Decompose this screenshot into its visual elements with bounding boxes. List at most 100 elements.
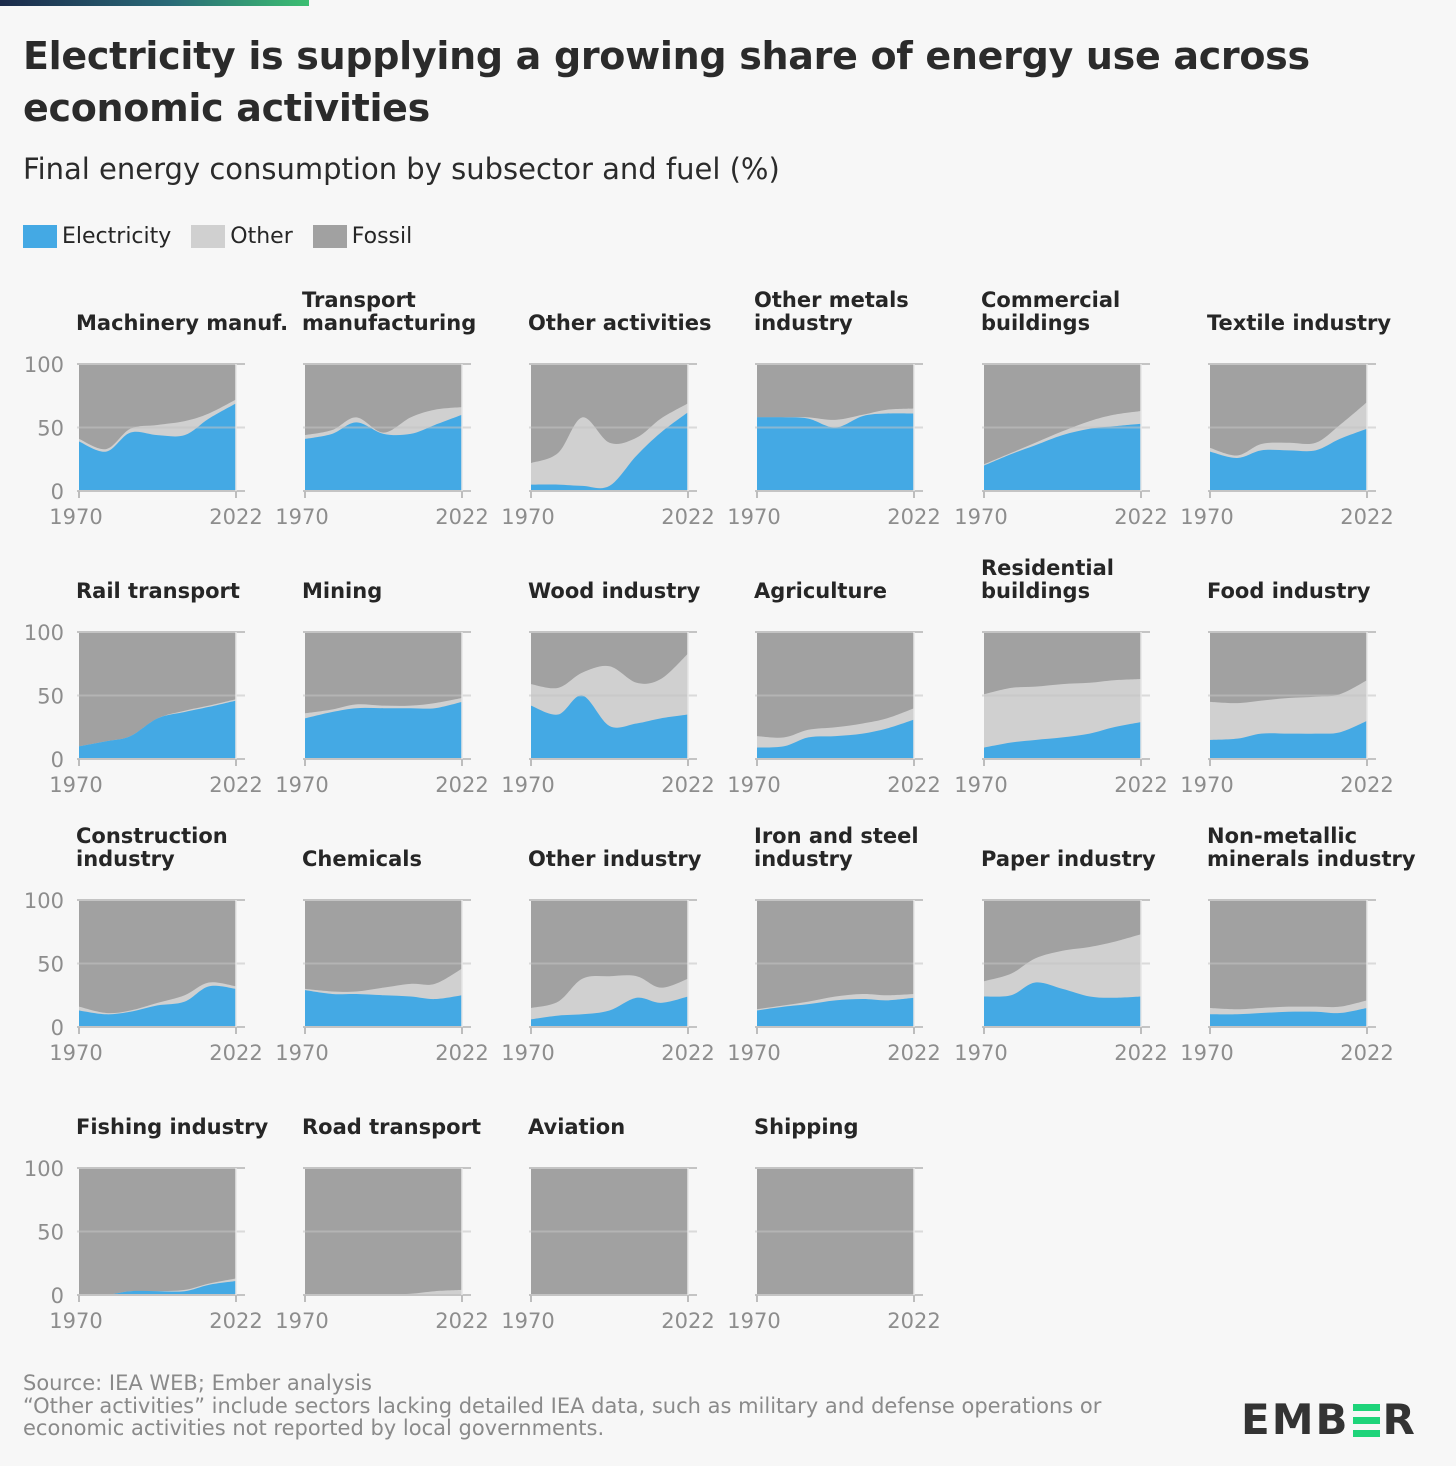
area-other <box>305 1289 462 1296</box>
area-electricity <box>79 985 236 1027</box>
source-text: Source: IEA WEB; Ember analysis <box>23 1371 372 1395</box>
panel-title: Construction <box>76 824 228 848</box>
panel-title: Wood industry <box>528 579 701 603</box>
area-electricity <box>1210 720 1367 759</box>
panel-title: Agriculture <box>754 579 887 603</box>
logo-accent-e <box>1352 1404 1380 1437</box>
x-tick-label: 2022 <box>209 1309 262 1333</box>
panel-title: Residential <box>981 556 1114 580</box>
y-tick-label: 50 <box>37 417 64 441</box>
x-tick-label: 2022 <box>435 1041 488 1065</box>
x-tick-label: 1970 <box>501 1041 554 1065</box>
x-tick-label: 1970 <box>954 773 1007 797</box>
panel: Rail transport 1970 2022 0 50 100 <box>24 579 263 797</box>
legend-item-other: Other <box>191 224 293 249</box>
panel-title: Chemicals <box>302 847 422 871</box>
chart-subtitle: Final energy consumption by subsector an… <box>23 152 780 186</box>
panel-title: Iron and steel <box>754 824 919 848</box>
y-tick-label: 100 <box>24 889 64 913</box>
y-tick-label: 100 <box>24 353 64 377</box>
x-tick-label: 1970 <box>49 1041 102 1065</box>
x-tick-label: 1970 <box>501 505 554 529</box>
x-tick-label: 2022 <box>661 1309 714 1333</box>
y-tick-label: 0 <box>51 480 64 504</box>
y-tick-label: 50 <box>37 953 64 977</box>
x-tick-label: 2022 <box>887 505 940 529</box>
x-tick-label: 2022 <box>209 1041 262 1065</box>
panel: Food industry 1970 2022 <box>1180 579 1393 797</box>
legend-swatch-other <box>191 225 226 248</box>
panel-title: Transport <box>302 288 416 312</box>
x-tick-label: 1970 <box>954 1041 1007 1065</box>
logo-text-left: EMB <box>1241 1395 1350 1444</box>
y-tick-label: 0 <box>51 1016 64 1040</box>
legend-label-fossil: Fossil <box>351 224 413 249</box>
panel-title: Other activities <box>528 311 711 335</box>
y-tick-label: 100 <box>24 1157 64 1181</box>
y-tick-label: 0 <box>51 1284 64 1308</box>
panel: Other activities 1970 2022 <box>501 311 714 529</box>
chart-title: Electricity is supplying a growing share… <box>23 34 1310 130</box>
panel-title: Machinery manuf. <box>76 311 288 335</box>
x-tick-label: 1970 <box>49 773 102 797</box>
x-tick-label: 2022 <box>435 1309 488 1333</box>
area-electricity <box>757 997 914 1027</box>
legend-swatch-fossil <box>312 225 347 248</box>
panel-title: industry <box>754 311 853 335</box>
x-tick-label: 2022 <box>661 505 714 529</box>
x-tick-label: 1970 <box>954 505 1007 529</box>
area-electricity <box>1210 428 1367 491</box>
legend-label-other: Other <box>230 224 293 249</box>
x-tick-label: 1970 <box>501 773 554 797</box>
x-tick-label: 2022 <box>661 1041 714 1065</box>
area-electricity <box>79 1281 236 1296</box>
panel: Road transport 1970 2022 <box>275 1115 488 1333</box>
panel: Fishing industry 1970 2022 0 50 100 <box>24 1115 269 1333</box>
panel-title: Other industry <box>528 847 702 871</box>
x-tick-label: 1970 <box>727 773 780 797</box>
x-tick-label: 1970 <box>727 1309 780 1333</box>
x-tick-label: 2022 <box>1340 773 1393 797</box>
panel: Mining 1970 2022 <box>275 579 488 797</box>
area-electricity <box>984 722 1141 759</box>
panel-title: industry <box>754 847 853 871</box>
x-tick-label: 2022 <box>1114 773 1167 797</box>
x-tick-label: 2022 <box>887 1041 940 1065</box>
x-tick-label: 1970 <box>1180 1041 1233 1065</box>
panel: Paper industry 1970 2022 <box>954 847 1167 1065</box>
panel: Wood industry 1970 2022 <box>501 579 714 797</box>
x-tick-label: 2022 <box>1340 1041 1393 1065</box>
panel-title: Fishing industry <box>76 1115 269 1139</box>
area-electricity <box>79 403 236 491</box>
panel-title: Commercial <box>981 288 1120 312</box>
panel-title: Food industry <box>1207 579 1371 603</box>
panel: Other industry 1970 2022 <box>501 847 714 1065</box>
logo-text-right: R <box>1382 1395 1417 1444</box>
x-tick-label: 1970 <box>1180 773 1233 797</box>
panel: Agriculture 1970 2022 <box>727 579 940 797</box>
area-electricity <box>531 996 688 1027</box>
x-tick-label: 2022 <box>887 1309 940 1333</box>
y-tick-label: 0 <box>51 748 64 772</box>
ember-logo: EMB R <box>1241 1395 1417 1444</box>
panel-title: Aviation <box>528 1115 625 1139</box>
area-electricity <box>305 701 462 759</box>
panel: Textile industry 1970 2022 <box>1180 311 1393 529</box>
panel-title: buildings <box>981 311 1090 335</box>
y-tick-label: 50 <box>37 685 64 709</box>
x-tick-label: 2022 <box>435 505 488 529</box>
area-electricity <box>757 719 914 759</box>
panel-title: Paper industry <box>981 847 1156 871</box>
legend: Electricity Other Fossil <box>23 224 432 249</box>
y-tick-label: 50 <box>37 1221 64 1245</box>
x-tick-label: 2022 <box>435 773 488 797</box>
area-electricity <box>305 990 462 1027</box>
source-note: Source: IEA WEB; Ember analysis “Other a… <box>23 1372 1203 1440</box>
x-tick-label: 2022 <box>209 773 262 797</box>
legend-swatch-electricity <box>23 225 57 248</box>
